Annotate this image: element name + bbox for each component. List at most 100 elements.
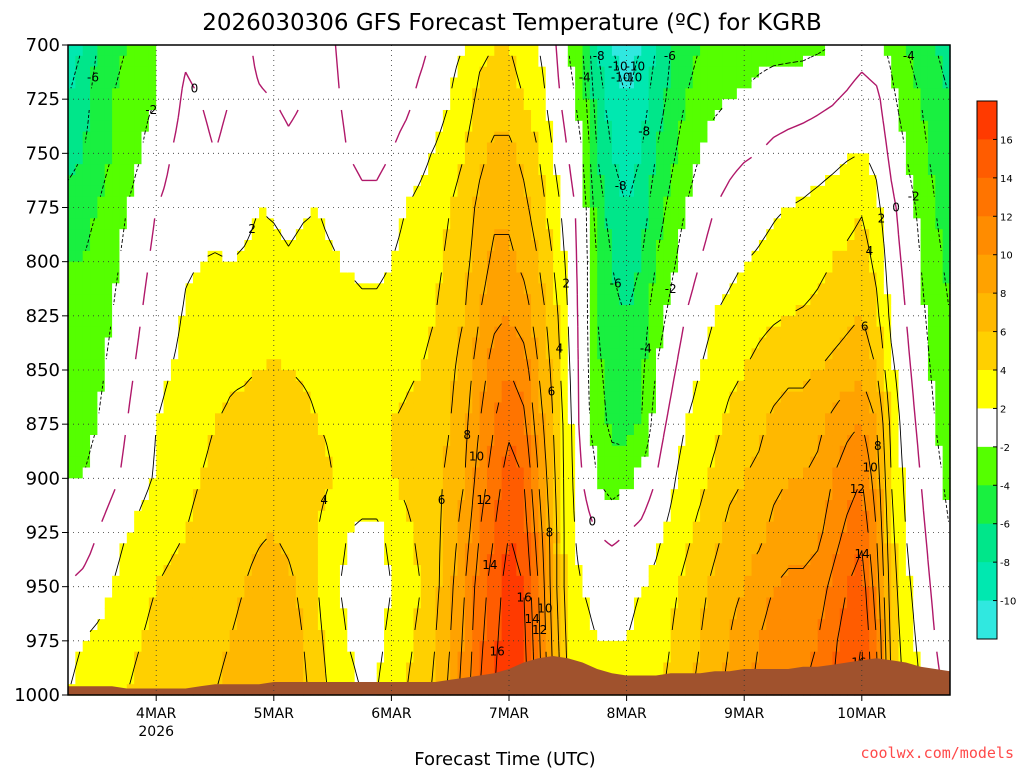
heatmap-cell (589, 413, 598, 425)
heatmap-cell (134, 489, 143, 501)
heatmap-cell (597, 565, 606, 577)
heatmap-cell (575, 240, 584, 252)
heatmap-cell (560, 315, 569, 328)
heatmap-cell (626, 99, 635, 111)
heatmap-cell (126, 630, 135, 642)
heatmap-cell (273, 521, 282, 534)
heatmap-cell (420, 565, 429, 577)
heatmap-cell (450, 315, 459, 328)
heatmap-cell (494, 413, 503, 425)
heatmap-cell (384, 445, 392, 458)
heatmap-cell (369, 391, 378, 404)
heatmap-cell (82, 305, 91, 317)
heatmap-cell (112, 164, 121, 176)
heatmap-cell (288, 435, 297, 447)
heatmap-cell (398, 640, 407, 653)
heatmap-cell (339, 196, 348, 209)
heatmap-cell (501, 435, 510, 447)
heatmap-cell (295, 651, 304, 664)
heatmap-cell (428, 630, 437, 642)
heatmap-cell (391, 532, 400, 544)
heatmap-cell (398, 630, 407, 642)
heatmap-cell (611, 391, 620, 404)
heatmap-cell (68, 153, 76, 165)
heatmap-cell (325, 478, 334, 490)
heatmap-cell (141, 456, 150, 469)
heatmap-cell (413, 445, 422, 458)
heatmap-cell (398, 673, 407, 685)
heatmap-cell (229, 478, 238, 490)
heatmap-cell (185, 110, 194, 122)
heatmap-cell (494, 521, 503, 534)
heatmap-cell (134, 196, 143, 209)
heatmap-cell (501, 55, 510, 68)
heatmap-cell (339, 348, 348, 360)
heatmap-cell (648, 435, 657, 447)
heatmap-cell (170, 164, 179, 176)
heatmap-cell (237, 305, 245, 317)
heatmap-cell (178, 413, 187, 425)
heatmap-cell (413, 250, 422, 263)
heatmap-cell (523, 45, 532, 57)
heatmap-cell (516, 337, 525, 349)
heatmap-cell (170, 283, 179, 295)
heatmap-cell (75, 673, 84, 685)
heatmap-cell (222, 99, 231, 111)
heatmap-cell (398, 250, 407, 263)
heatmap-cell (119, 521, 128, 534)
heatmap-cell (97, 575, 106, 588)
heatmap-cell (391, 66, 400, 79)
heatmap-cell (141, 99, 150, 111)
heatmap-cell (406, 370, 415, 382)
heatmap-cell (97, 240, 106, 252)
heatmap-cell (170, 370, 179, 382)
heatmap-cell (575, 315, 584, 328)
heatmap-cell (237, 250, 245, 263)
heatmap-cell (141, 673, 150, 685)
heatmap-cell (648, 305, 657, 317)
heatmap-cell (126, 651, 135, 664)
heatmap-cell (339, 424, 348, 436)
heatmap-cell (310, 370, 319, 382)
heatmap-cell (472, 435, 481, 447)
heatmap-cell (163, 359, 172, 371)
heatmap-cell (310, 521, 319, 534)
heatmap-cell (185, 261, 194, 274)
heatmap-cell (626, 315, 635, 328)
heatmap-cell (384, 110, 392, 122)
heatmap-cell (442, 510, 451, 523)
heatmap-cell (251, 99, 260, 111)
heatmap-cell (523, 305, 532, 317)
heatmap-cell (170, 55, 179, 68)
heatmap-cell (486, 55, 495, 68)
heatmap-cell (641, 565, 650, 577)
heatmap-cell (376, 55, 385, 68)
heatmap-cell (347, 630, 356, 642)
heatmap-cell (472, 359, 481, 371)
heatmap-cell (678, 66, 686, 79)
heatmap-cell (553, 500, 562, 512)
heatmap-cell (545, 630, 554, 642)
heatmap-cell (82, 673, 91, 685)
heatmap-cell (339, 294, 348, 306)
heatmap-cell (82, 532, 91, 544)
heatmap-cell (259, 261, 268, 274)
heatmap-cell (604, 305, 613, 317)
heatmap-cell (472, 283, 481, 295)
heatmap-cell (509, 651, 517, 664)
heatmap-cell (457, 630, 466, 642)
heatmap-cell (516, 55, 525, 68)
heatmap-cell (509, 370, 517, 382)
heatmap-cell (178, 380, 187, 393)
heatmap-cell (251, 478, 260, 490)
heatmap-cell (339, 489, 348, 501)
heatmap-cell (457, 500, 466, 512)
heatmap-cell (589, 218, 598, 230)
heatmap-cell (163, 651, 172, 664)
heatmap-cell (288, 110, 297, 122)
heatmap-cell (376, 131, 385, 144)
heatmap-cell (413, 207, 422, 219)
heatmap-cell (509, 185, 517, 198)
heatmap-cell (560, 380, 569, 393)
heatmap-cell (501, 99, 510, 111)
